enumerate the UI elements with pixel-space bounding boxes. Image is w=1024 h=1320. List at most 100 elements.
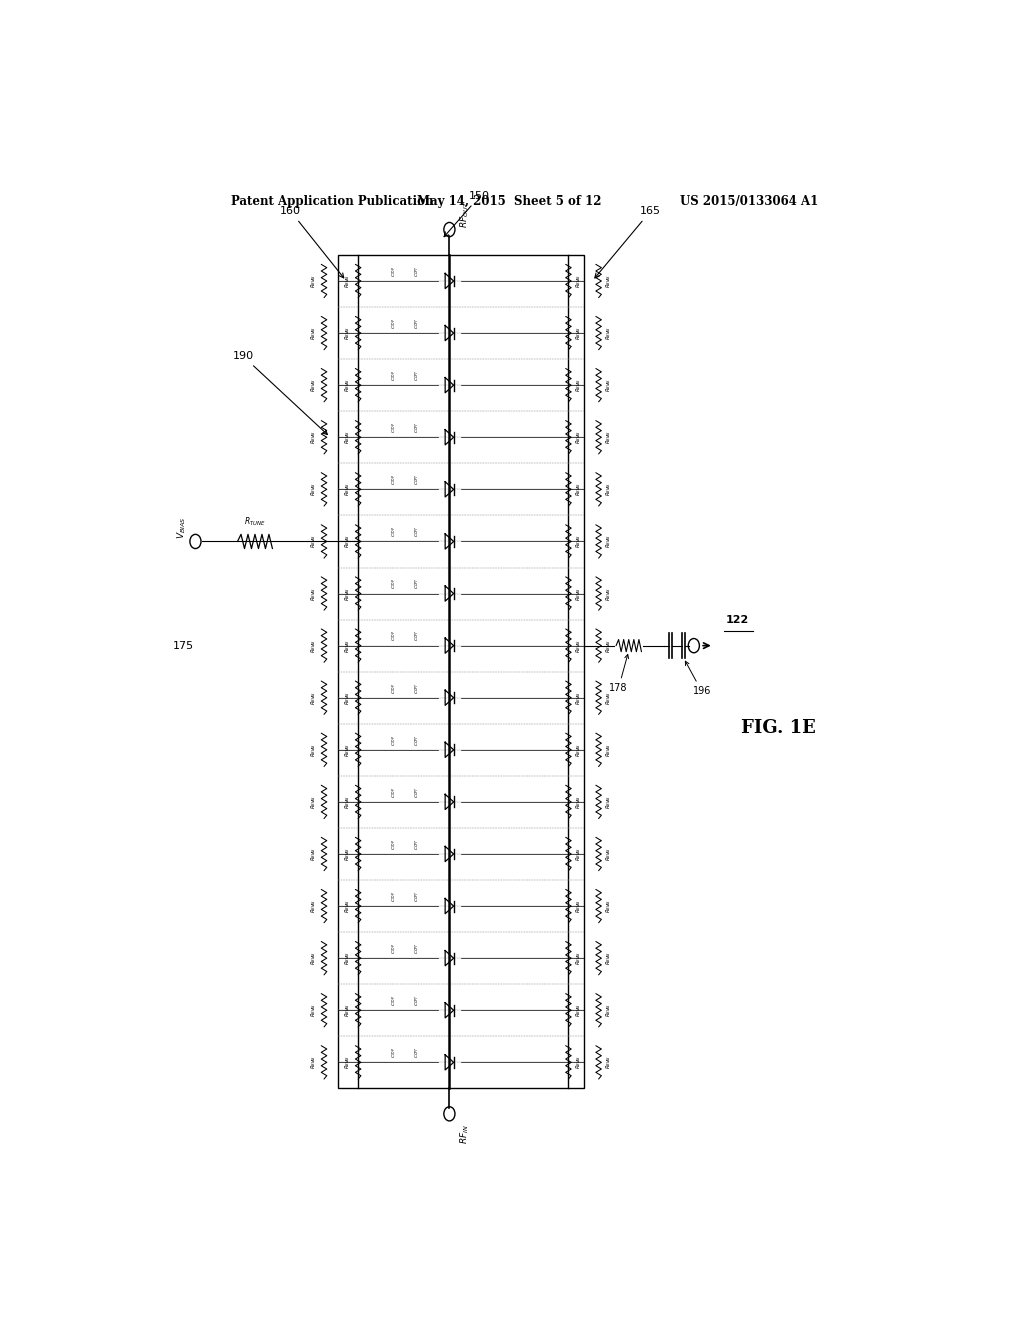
Text: $R_{BIAS}$: $R_{BIAS}$ bbox=[574, 586, 584, 601]
Text: $R_{BIAS}$: $R_{BIAS}$ bbox=[574, 690, 584, 705]
Text: $R_{BIAS}$: $R_{BIAS}$ bbox=[604, 743, 613, 756]
Text: $C_{TOP}$: $C_{TOP}$ bbox=[390, 474, 397, 486]
Text: $C_{TOP}$: $C_{TOP}$ bbox=[390, 734, 397, 746]
Text: $R_{BIAS}$: $R_{BIAS}$ bbox=[309, 326, 318, 341]
Text: $R_{BIAS}$: $R_{BIAS}$ bbox=[309, 1003, 318, 1018]
Text: 150: 150 bbox=[444, 191, 490, 236]
Text: $R_{BIAS}$: $R_{BIAS}$ bbox=[604, 952, 613, 965]
Text: $R_{BIAS}$: $R_{BIAS}$ bbox=[604, 482, 613, 496]
Text: $C_{TOP}$: $C_{TOP}$ bbox=[390, 630, 397, 642]
Text: $R_{BIAS}$: $R_{BIAS}$ bbox=[604, 326, 613, 341]
Text: $R_{BIAS}$: $R_{BIAS}$ bbox=[309, 690, 318, 705]
Text: $C_{OPT}$: $C_{OPT}$ bbox=[414, 370, 422, 381]
Text: $RF_{OUT}$: $RF_{OUT}$ bbox=[459, 201, 471, 227]
Text: $C_{OPT}$: $C_{OPT}$ bbox=[414, 838, 422, 850]
Text: $C_{OPT}$: $C_{OPT}$ bbox=[414, 578, 422, 589]
Text: $R_{BIAS}$: $R_{BIAS}$ bbox=[343, 899, 352, 913]
Text: $R_{BIAS}$: $R_{BIAS}$ bbox=[604, 535, 613, 549]
Text: $R_{BIAS}$: $R_{BIAS}$ bbox=[604, 639, 613, 652]
Text: $R_{BIAS}$: $R_{BIAS}$ bbox=[309, 378, 318, 392]
Text: $R_{BIAS}$: $R_{BIAS}$ bbox=[574, 795, 584, 809]
Text: $R_{BIAS}$: $R_{BIAS}$ bbox=[604, 1056, 613, 1069]
Text: $C_{OPT}$: $C_{OPT}$ bbox=[414, 682, 422, 693]
Text: $R_{BIAS}$: $R_{BIAS}$ bbox=[309, 535, 318, 549]
Text: $R_{BIAS}$: $R_{BIAS}$ bbox=[574, 639, 584, 652]
Text: $C_{TOP}$: $C_{TOP}$ bbox=[390, 682, 397, 693]
Text: $R_{BIAS}$: $R_{BIAS}$ bbox=[309, 586, 318, 601]
Text: 165: 165 bbox=[595, 206, 660, 279]
Text: $R_{BIAS}$: $R_{BIAS}$ bbox=[343, 430, 352, 445]
Text: $C_{OPT}$: $C_{OPT}$ bbox=[414, 942, 422, 954]
Text: $R_{BIAS}$: $R_{BIAS}$ bbox=[343, 378, 352, 392]
Text: $R_{BIAS}$: $R_{BIAS}$ bbox=[604, 586, 613, 601]
Text: $R_{BIAS}$: $R_{BIAS}$ bbox=[309, 1056, 318, 1069]
Text: $V_{BIAS}$: $V_{BIAS}$ bbox=[175, 517, 187, 540]
Text: 122: 122 bbox=[726, 615, 749, 626]
Text: $C_{TOP}$: $C_{TOP}$ bbox=[390, 891, 397, 902]
Text: $R_{BIAS}$: $R_{BIAS}$ bbox=[604, 899, 613, 913]
Text: $C_{OPT}$: $C_{OPT}$ bbox=[414, 630, 422, 642]
Text: $R_{BIAS}$: $R_{BIAS}$ bbox=[574, 1003, 584, 1018]
Text: 178: 178 bbox=[609, 655, 629, 693]
Text: $R_{BIAS}$: $R_{BIAS}$ bbox=[309, 639, 318, 652]
Text: $C_{OPT}$: $C_{OPT}$ bbox=[414, 265, 422, 277]
Text: $R_{BIAS}$: $R_{BIAS}$ bbox=[574, 535, 584, 549]
Text: $C_{TOP}$: $C_{TOP}$ bbox=[390, 995, 397, 1006]
Text: 190: 190 bbox=[232, 351, 328, 434]
Text: $R_{BIAS}$: $R_{BIAS}$ bbox=[604, 847, 613, 861]
Text: $R_{BIAS}$: $R_{BIAS}$ bbox=[309, 275, 318, 288]
Text: $R_{BIAS}$: $R_{BIAS}$ bbox=[574, 899, 584, 913]
Text: Patent Application Publication: Patent Application Publication bbox=[231, 195, 434, 209]
Text: $R_{BIAS}$: $R_{BIAS}$ bbox=[574, 743, 584, 756]
Text: May 14, 2015  Sheet 5 of 12: May 14, 2015 Sheet 5 of 12 bbox=[417, 195, 601, 209]
Text: 160: 160 bbox=[281, 206, 344, 279]
Text: $R_{BIAS}$: $R_{BIAS}$ bbox=[309, 847, 318, 861]
Text: $R_{BIAS}$: $R_{BIAS}$ bbox=[574, 378, 584, 392]
Text: $C_{OPT}$: $C_{OPT}$ bbox=[414, 474, 422, 486]
Text: $R_{BIAS}$: $R_{BIAS}$ bbox=[343, 535, 352, 549]
Text: $R_{BIAS}$: $R_{BIAS}$ bbox=[343, 1056, 352, 1069]
Text: $C_{OPT}$: $C_{OPT}$ bbox=[414, 1047, 422, 1059]
Text: $R_{BIAS}$: $R_{BIAS}$ bbox=[574, 430, 584, 445]
Text: FIG. 1E: FIG. 1E bbox=[741, 718, 816, 737]
Text: $C_{TOP}$: $C_{TOP}$ bbox=[390, 838, 397, 850]
Text: $C_{OPT}$: $C_{OPT}$ bbox=[414, 891, 422, 902]
Text: $R_{BIAS}$: $R_{BIAS}$ bbox=[574, 847, 584, 861]
Text: $R_{TUNE}$: $R_{TUNE}$ bbox=[244, 516, 266, 528]
Text: $C_{TOP}$: $C_{TOP}$ bbox=[390, 787, 397, 797]
Text: $R_{BIAS}$: $R_{BIAS}$ bbox=[343, 743, 352, 756]
Text: $R_{BIAS}$: $R_{BIAS}$ bbox=[343, 952, 352, 965]
Text: $R_{BIAS}$: $R_{BIAS}$ bbox=[343, 795, 352, 809]
Text: $C_{TOP}$: $C_{TOP}$ bbox=[390, 370, 397, 381]
Text: $R_{BIAS}$: $R_{BIAS}$ bbox=[604, 690, 613, 705]
Text: $RF_{IN}$: $RF_{IN}$ bbox=[459, 1125, 471, 1144]
Text: $R_{BIAS}$: $R_{BIAS}$ bbox=[574, 952, 584, 965]
Text: $C_{TOP}$: $C_{TOP}$ bbox=[390, 942, 397, 954]
Text: 196: 196 bbox=[685, 661, 711, 697]
Text: $R_{BIAS}$: $R_{BIAS}$ bbox=[604, 275, 613, 288]
Text: $C_{TOP}$: $C_{TOP}$ bbox=[390, 422, 397, 433]
Text: $R_{BIAS}$: $R_{BIAS}$ bbox=[343, 482, 352, 496]
Text: $R_{BIAS}$: $R_{BIAS}$ bbox=[309, 430, 318, 445]
Text: $R_{BIAS}$: $R_{BIAS}$ bbox=[604, 378, 613, 392]
Text: $C_{OPT}$: $C_{OPT}$ bbox=[414, 995, 422, 1006]
Text: $C_{OPT}$: $C_{OPT}$ bbox=[414, 318, 422, 329]
Text: $C_{OPT}$: $C_{OPT}$ bbox=[414, 525, 422, 537]
Text: $C_{TOP}$: $C_{TOP}$ bbox=[390, 1047, 397, 1059]
Text: $R_{BIAS}$: $R_{BIAS}$ bbox=[574, 326, 584, 341]
Text: 175: 175 bbox=[173, 640, 195, 651]
Text: $R_{BIAS}$: $R_{BIAS}$ bbox=[343, 275, 352, 288]
Text: $C_{OPT}$: $C_{OPT}$ bbox=[414, 787, 422, 797]
Text: $R_{BIAS}$: $R_{BIAS}$ bbox=[604, 1003, 613, 1018]
Text: $R_{BIAS}$: $R_{BIAS}$ bbox=[343, 586, 352, 601]
Text: $C_{TOP}$: $C_{TOP}$ bbox=[390, 318, 397, 329]
Text: $R_{BIAS}$: $R_{BIAS}$ bbox=[343, 847, 352, 861]
Text: $R_{BIAS}$: $R_{BIAS}$ bbox=[574, 1056, 584, 1069]
Text: $R_{BIAS}$: $R_{BIAS}$ bbox=[604, 795, 613, 809]
Text: $R_{BIAS}$: $R_{BIAS}$ bbox=[343, 690, 352, 705]
Bar bbox=[338, 255, 585, 1089]
Text: $R_{BIAS}$: $R_{BIAS}$ bbox=[309, 743, 318, 756]
Text: $R_{BIAS}$: $R_{BIAS}$ bbox=[309, 899, 318, 913]
Text: $R_{BIAS}$: $R_{BIAS}$ bbox=[343, 639, 352, 652]
Text: US 2015/0133064 A1: US 2015/0133064 A1 bbox=[680, 195, 818, 209]
